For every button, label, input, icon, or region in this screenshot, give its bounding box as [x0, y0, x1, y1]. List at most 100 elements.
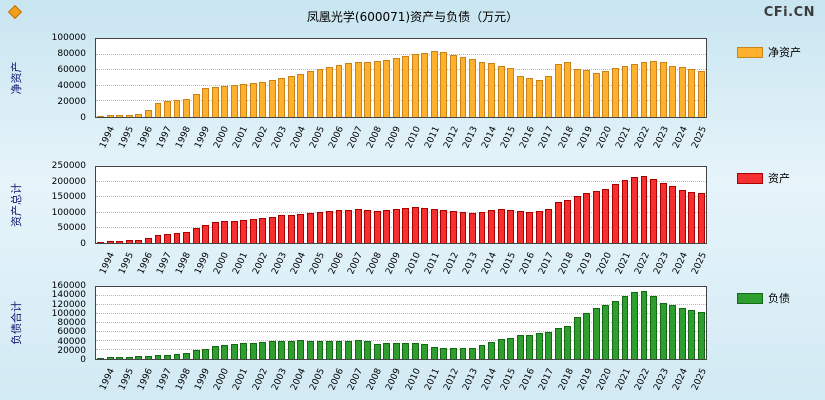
bar-cell: [134, 287, 144, 359]
plot-area: [95, 166, 707, 244]
bar-cell: [287, 287, 297, 359]
bar-cell: [506, 287, 516, 359]
bar: [650, 60, 657, 117]
bar-cell: [315, 39, 325, 117]
y-tick-label: 60000: [57, 327, 86, 338]
bar: [392, 343, 400, 359]
bar-cell: [106, 287, 116, 359]
bar: [449, 54, 457, 117]
bar: [526, 78, 534, 117]
bar: [621, 180, 629, 243]
bar-cell: [363, 167, 373, 243]
plot-area: [95, 286, 707, 360]
bar: [221, 344, 229, 359]
bar-cell: [268, 39, 278, 117]
bar: [240, 219, 248, 243]
bar: [535, 210, 543, 243]
bar-cell: [163, 167, 173, 243]
bar-cell: [449, 167, 459, 243]
bar: [430, 346, 438, 359]
bar-cell: [315, 167, 325, 243]
bar: [469, 59, 476, 117]
bar-cell: [363, 39, 373, 117]
bar-cell: [487, 39, 497, 117]
gridline: [96, 196, 706, 198]
bar: [669, 305, 677, 359]
legend-label: 负债: [768, 292, 790, 305]
bar: [354, 208, 362, 243]
bar: [497, 65, 505, 117]
bar-cell: [696, 287, 706, 359]
y-axis-tick-labels: 0 20000 40000 60000 80000 100000 120000 140000 1…: [36, 281, 92, 365]
bar: [678, 308, 686, 359]
bar-cell: [106, 167, 116, 243]
bar: [144, 109, 152, 117]
bar-cell: [325, 167, 335, 243]
gridline: [96, 84, 706, 86]
bar-cell: [96, 39, 106, 117]
y-tick-label: 200000: [51, 176, 86, 187]
y-tick-label: 50000: [57, 223, 86, 234]
bar: [488, 341, 495, 359]
bar-cell: [401, 287, 411, 359]
y-axis-title: 资产总计: [10, 183, 23, 227]
bar-cell: [153, 167, 163, 243]
bar-cell: [115, 39, 125, 117]
bar-cell: [639, 287, 649, 359]
bar-cell: [649, 287, 659, 359]
bar-cell: [677, 167, 687, 243]
bar-cell: [172, 287, 182, 359]
bar-cell: [468, 39, 478, 117]
gridline: [96, 181, 706, 183]
bar: [459, 348, 467, 359]
bar: [364, 341, 372, 359]
bar-cell: [353, 287, 363, 359]
bar: [554, 201, 562, 243]
bar: [497, 338, 505, 359]
bar-cell: [144, 287, 154, 359]
bar-cell: [325, 287, 335, 359]
y-tick-label: 0: [80, 239, 86, 249]
bar-cell: [163, 39, 173, 117]
bar-cell: [334, 287, 344, 359]
bar-cell: [430, 39, 440, 117]
bar: [612, 184, 619, 243]
gridline: [96, 304, 706, 305]
bar: [287, 340, 295, 359]
bar-cell: [563, 167, 573, 243]
net-assets-chart-panel: 净资产 0 20000 40000 60000 80000 100000 1994 1995…: [0, 33, 825, 158]
bar: [545, 208, 553, 243]
bar: [335, 340, 343, 359]
bar: [478, 212, 486, 243]
bar-cell: [220, 287, 230, 359]
bar-cell: [468, 287, 478, 359]
bar: [392, 209, 400, 243]
bar: [383, 59, 391, 117]
bar: [135, 239, 143, 243]
bar: [602, 188, 610, 243]
bar: [154, 354, 162, 359]
bar: [526, 211, 534, 243]
bar-cell: [191, 167, 201, 243]
bar-cell: [677, 287, 687, 359]
bar-cell: [172, 39, 182, 117]
bar-cell: [382, 287, 392, 359]
bar-cell: [391, 167, 401, 243]
bar: [221, 221, 229, 243]
bar-cell: [239, 287, 249, 359]
bar-cell: [382, 167, 392, 243]
gridline: [96, 53, 706, 55]
bar: [154, 102, 162, 117]
bar: [259, 342, 267, 359]
cfi-cn-watermark: CFi.CN: [763, 5, 815, 20]
y-tick-label: 100000: [51, 33, 86, 43]
bar: [202, 224, 210, 243]
bar-cell: [458, 39, 468, 117]
bar: [678, 67, 686, 117]
bar: [278, 340, 286, 359]
bar: [554, 328, 562, 359]
bar: [202, 88, 210, 117]
bar-series: [96, 167, 706, 243]
bar-cell: [210, 167, 220, 243]
bar: [116, 357, 124, 359]
